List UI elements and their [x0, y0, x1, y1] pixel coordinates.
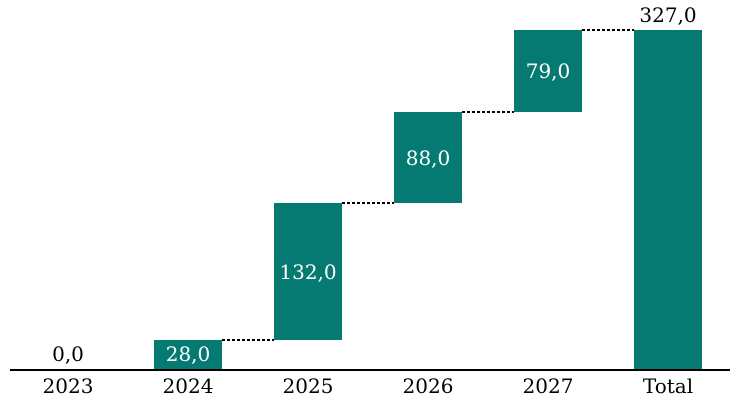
- bar-2026[interactable]: [394, 111, 462, 204]
- value-label-2026: 88,0: [405, 145, 451, 170]
- category-label-2024: 2024: [162, 374, 214, 398]
- category-label-2023: 2023: [42, 374, 94, 398]
- connector-line: [462, 110, 514, 113]
- value-label-2024: 28,0: [165, 342, 211, 367]
- value-label-total: 327,0: [639, 3, 697, 27]
- bar-total[interactable]: [634, 30, 702, 369]
- category-label-2026: 2026: [402, 374, 454, 398]
- x-axis-line: [10, 369, 730, 371]
- category-label-total: Total: [642, 374, 694, 398]
- connector-line: [222, 338, 274, 341]
- connector-line: [582, 29, 634, 31]
- bar-2027[interactable]: [514, 30, 582, 112]
- category-label-2025: 2025: [282, 374, 334, 398]
- bar-2024[interactable]: [154, 339, 222, 369]
- connector-line: [342, 202, 394, 205]
- value-label-2027: 79,0: [525, 58, 571, 83]
- bar-2025[interactable]: [274, 203, 342, 340]
- value-label-2025: 132,0: [279, 259, 337, 284]
- category-label-2027: 2027: [522, 374, 574, 398]
- value-label-2023: 0,0: [52, 342, 84, 366]
